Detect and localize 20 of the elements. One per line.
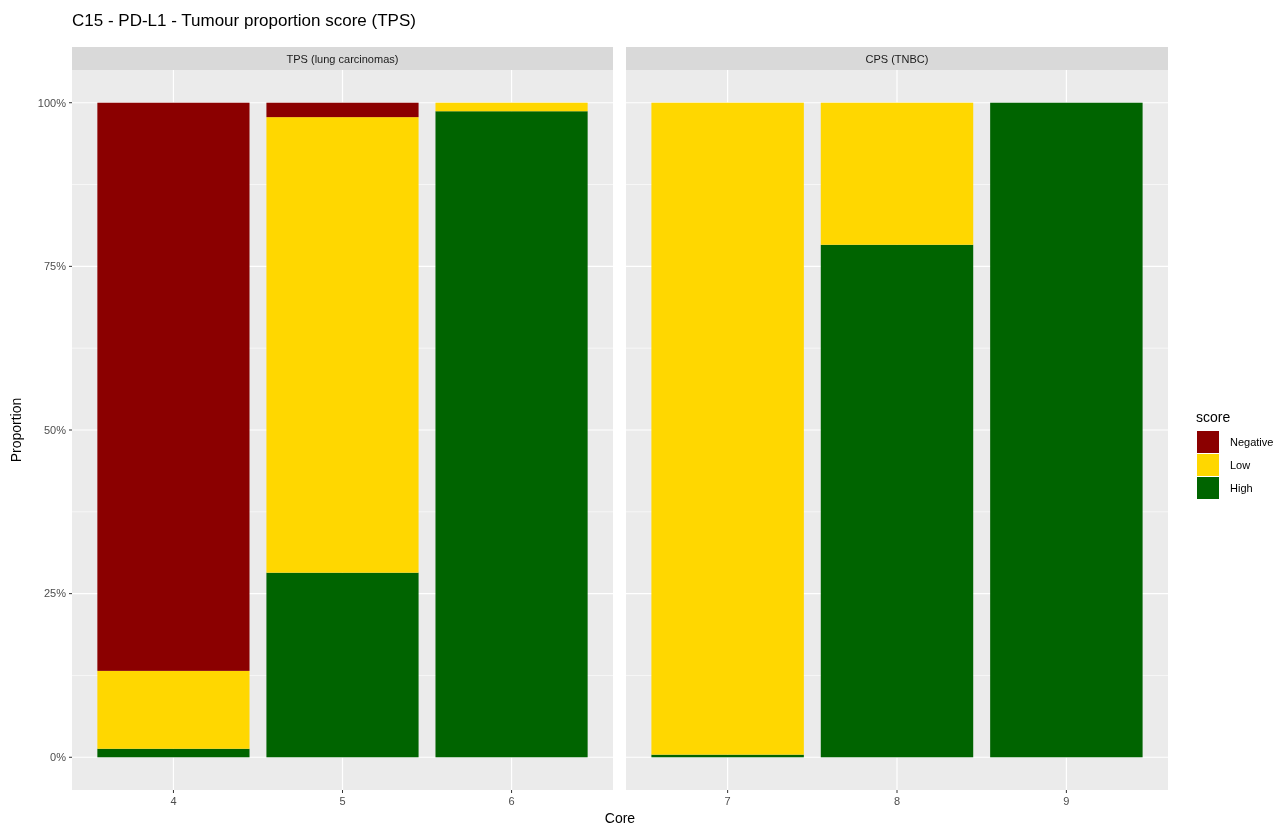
y-axis-title: Proportion (8, 397, 24, 463)
x-tick-label: 5 (339, 795, 346, 807)
x-tick-label: 4 (170, 795, 177, 807)
x-tick-label: 8 (893, 795, 901, 807)
chart-title: C15 - PD-L1 - Tumour proportion score (TPS) (72, 11, 416, 30)
legend-label: Low (1230, 458, 1251, 471)
chart-subtitle: CPS (TNBC) (865, 53, 929, 65)
legend-label: Negative (1230, 435, 1274, 448)
y-tick-label: 50% (43, 423, 67, 436)
x-tick-label: 7 (724, 795, 731, 807)
y-tick-label: 75% (43, 260, 67, 273)
y-tick-label: 100% (37, 96, 67, 109)
y-tick-label: 0% (50, 751, 67, 764)
x-axis-title: Core (604, 810, 636, 826)
x-tick-label: 9 (1063, 795, 1070, 807)
x-tick-label: 6 (508, 795, 515, 807)
legend-label: High (1230, 481, 1253, 494)
y-tick-label: 25% (43, 587, 67, 600)
chart-subtitle: TPS (lung carcinomas) (286, 53, 399, 65)
legend-title: score (1196, 409, 1231, 425)
